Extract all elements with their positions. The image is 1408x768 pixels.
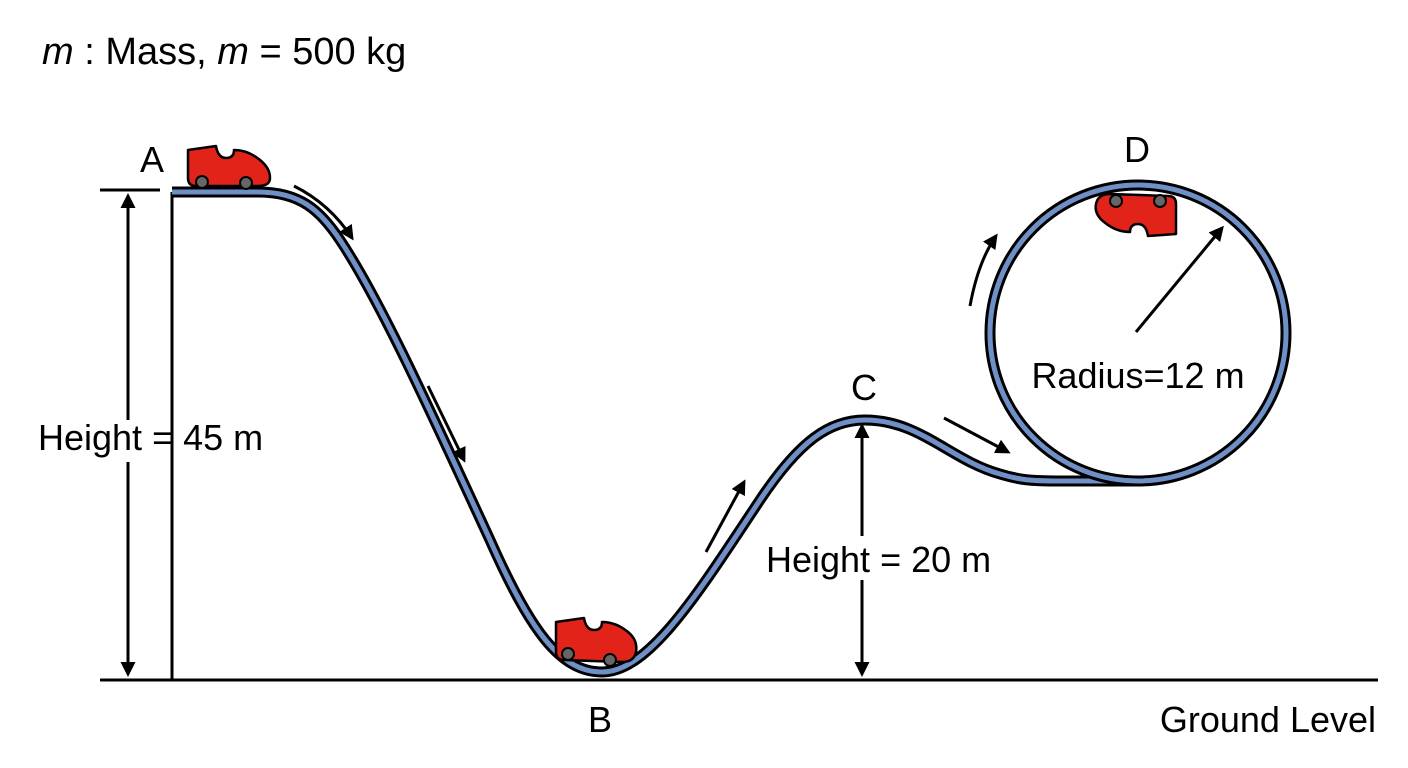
radius-arrow [1134, 225, 1224, 333]
cart-at-b [554, 616, 638, 667]
mass-statement: m : Mass, m = 500 kg [42, 31, 406, 73]
height-a-label: Height = 45 m [38, 417, 263, 458]
radius-label: Radius=12 m [1031, 355, 1244, 396]
point-b-label: B [588, 699, 612, 740]
ground-level-label: Ground Level [1160, 699, 1376, 740]
point-a-label: A [140, 139, 164, 180]
cart-at-d [1094, 192, 1178, 238]
direction-arrow-2 [426, 385, 466, 463]
point-d-label: D [1124, 129, 1150, 170]
direction-arrow-4 [943, 416, 1011, 454]
loop-fill [987, 182, 1289, 484]
track-outline [172, 186, 1138, 678]
direction-arrow-1 [293, 184, 354, 241]
cart-at-a [186, 144, 272, 190]
height-c-label: Height = 20 m [766, 539, 991, 580]
track-fill [172, 189, 1138, 675]
direction-arrow-3 [704, 479, 746, 553]
point-c-label: C [851, 367, 877, 408]
direction-arrow-5 [968, 233, 998, 307]
